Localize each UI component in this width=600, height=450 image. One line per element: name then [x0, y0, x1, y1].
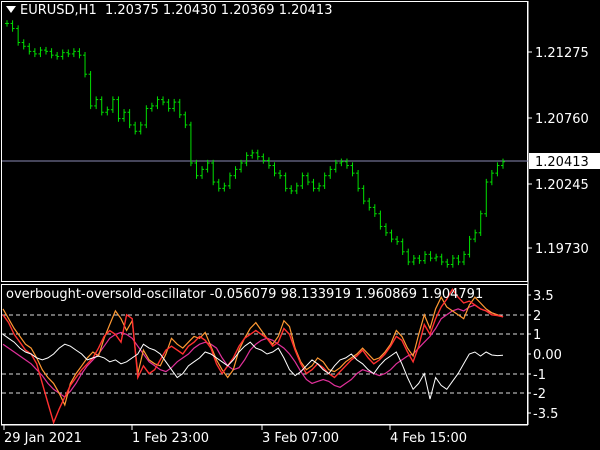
osc-level-label: 1	[533, 328, 541, 343]
main-panel-frame	[1, 1, 528, 282]
oscillator-axis: 3.5 2 1 0.00 -1 -2 -3.5	[528, 289, 562, 422]
oscillator-line-white	[2, 333, 504, 400]
oscillator-levels	[2, 314, 527, 394]
osc-value-2: 1.960869	[355, 287, 418, 302]
price-label: 1.19730	[535, 242, 589, 257]
ohlc-close: 1.20413	[278, 3, 333, 18]
osc-value-1: 98.133919	[280, 287, 351, 302]
osc-value-3: 1.904791	[421, 287, 484, 302]
time-axis: 29 Jan 2021 1 Feb 23:00 3 Feb 07:00 4 Feb 1…	[3, 425, 467, 446]
oscillator-panel-frame	[1, 284, 528, 425]
time-label: 1 Feb 23:00	[132, 431, 209, 446]
time-label: 29 Jan 2021	[4, 431, 82, 446]
price-label: 1.20245	[535, 178, 589, 193]
time-label: 4 Feb 15:00	[390, 431, 467, 446]
price-axis: 1.21275 1.20760 1.20245 1.19730	[528, 46, 589, 257]
osc-level-label: 3.5	[533, 289, 554, 304]
oscillator-line-red	[2, 288, 504, 425]
candles	[5, 20, 505, 268]
osc-level-label: 0.00	[533, 348, 562, 363]
chart-menu-triangle-icon[interactable]	[6, 6, 16, 13]
oscillator-line-magenta	[2, 304, 504, 398]
osc-level-label: -3.5	[533, 407, 558, 422]
ohlc-open: 1.20375	[104, 3, 159, 18]
main-chart-title: EURUSD,H1 1.20375 1.20430 1.20369 1.2041…	[6, 3, 332, 18]
osc-level-label: -1	[533, 368, 546, 383]
osc-level-label: -2	[533, 387, 546, 402]
current-price-label: 1.20413	[535, 155, 589, 170]
symbol-label: EURUSD,H1	[20, 3, 97, 18]
ohlc-low: 1.20369	[220, 3, 275, 18]
oscillator-title: overbought-oversold-oscillator -0.056079…	[6, 287, 483, 302]
ohlc-high: 1.20430	[162, 3, 217, 18]
oscillator-name: overbought-oversold-oscillator	[6, 287, 206, 302]
price-label: 1.20760	[535, 112, 589, 127]
price-label: 1.21275	[535, 46, 589, 61]
time-label: 3 Feb 07:00	[262, 431, 339, 446]
osc-level-label: 2	[533, 309, 541, 324]
osc-value-0: -0.056079	[209, 287, 277, 302]
current-price-box	[529, 153, 600, 169]
